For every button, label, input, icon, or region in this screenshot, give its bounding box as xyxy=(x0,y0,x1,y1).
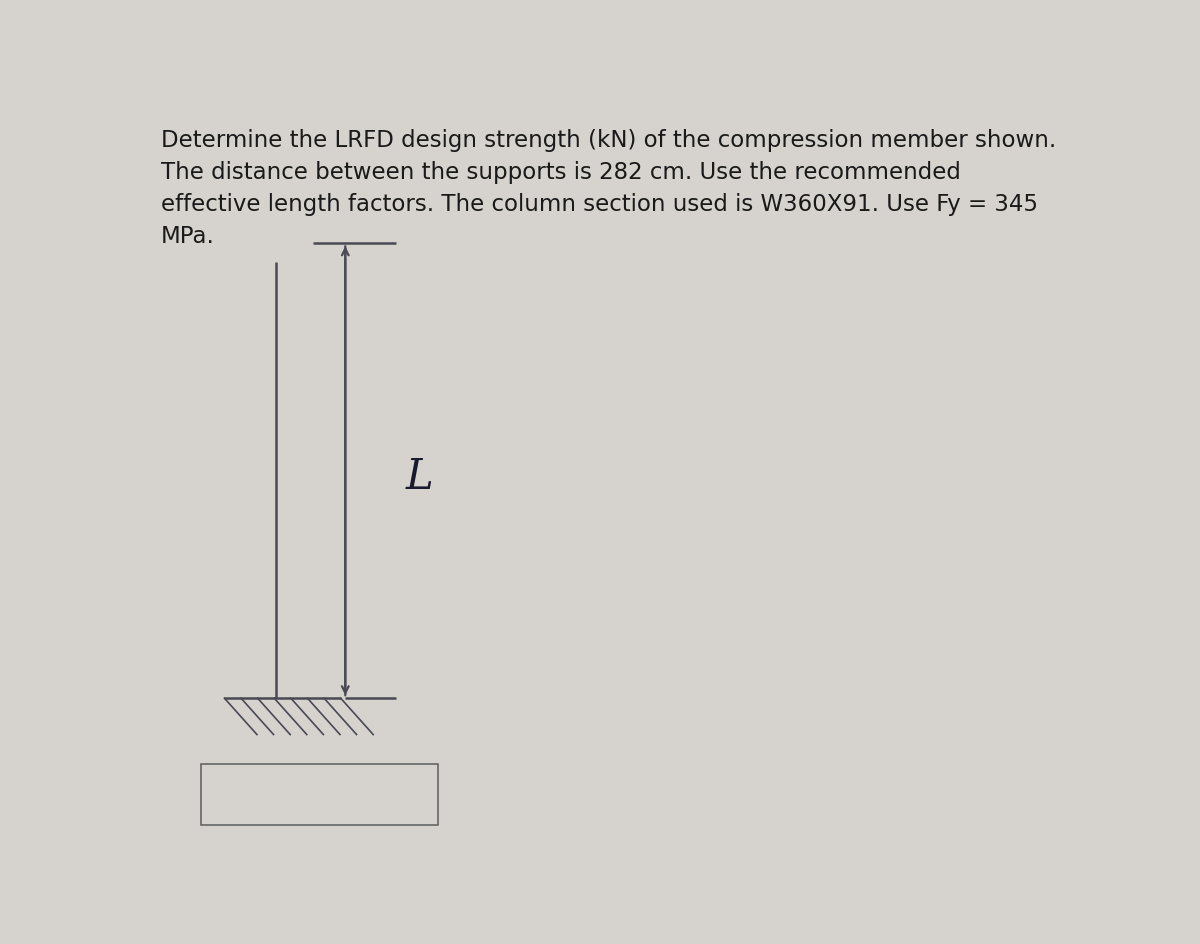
Bar xyxy=(202,764,438,826)
Text: L: L xyxy=(406,456,433,497)
Text: Determine the LRFD design strength (kN) of the compression member shown.
The dis: Determine the LRFD design strength (kN) … xyxy=(161,129,1056,248)
